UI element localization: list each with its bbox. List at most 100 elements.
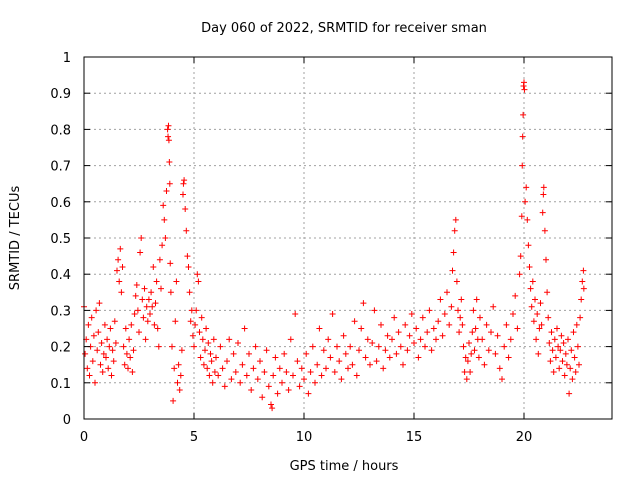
data-point [349, 361, 356, 368]
data-point [259, 394, 266, 401]
data-point [329, 311, 336, 318]
data-point [224, 358, 230, 365]
data-point [561, 372, 568, 379]
data-point [125, 365, 131, 372]
data-point [415, 354, 422, 361]
data-point [161, 216, 168, 223]
data-point [207, 350, 214, 357]
data-point [428, 347, 435, 354]
data-point [184, 253, 191, 260]
data-point [510, 311, 516, 318]
data-point [444, 289, 450, 296]
data-point [473, 296, 480, 303]
data-point [528, 303, 535, 310]
data-point [181, 177, 188, 184]
data-point [327, 354, 334, 361]
data-point [338, 376, 345, 383]
data-point [141, 285, 148, 292]
data-point [121, 361, 128, 368]
data-point [323, 365, 329, 372]
data-point [437, 296, 444, 303]
data-point [560, 339, 567, 346]
data-point [191, 343, 197, 350]
data-point [111, 318, 118, 325]
data-point [86, 372, 93, 379]
data-point [373, 358, 380, 365]
data-point [106, 343, 113, 350]
data-point [132, 292, 139, 299]
data-point [488, 329, 494, 336]
data-point [375, 343, 382, 350]
data-point [386, 354, 393, 361]
data-point [301, 376, 307, 383]
data-point [389, 336, 395, 343]
data-point [312, 379, 318, 386]
data-point [424, 329, 431, 336]
y-tick-label: 0.7 [50, 160, 71, 175]
y-tick-label: 1 [63, 51, 71, 66]
data-point [535, 350, 542, 357]
data-point [237, 379, 244, 386]
data-point [120, 343, 127, 350]
data-point [541, 227, 548, 234]
data-point [265, 383, 272, 390]
data-point [211, 368, 218, 375]
data-point [536, 325, 543, 332]
data-point [137, 249, 144, 256]
data-point [578, 296, 585, 303]
data-point [483, 321, 490, 328]
data-point [367, 361, 373, 368]
data-point [494, 332, 501, 339]
data-point [499, 376, 505, 383]
data-point [250, 365, 257, 372]
data-point [99, 368, 106, 375]
x-tick-label: 5 [190, 430, 198, 445]
data-point [466, 339, 472, 346]
data-point [558, 332, 565, 339]
data-point [492, 350, 499, 357]
data-point [296, 383, 303, 390]
data-point [435, 318, 442, 325]
data-point [180, 180, 187, 187]
data-point [548, 329, 555, 336]
data-point [219, 365, 226, 372]
data-point [580, 267, 587, 274]
data-point [294, 358, 301, 365]
data-point [174, 379, 181, 386]
data-point [325, 336, 332, 343]
data-point [518, 213, 525, 220]
data-point [90, 332, 97, 339]
data-point [320, 347, 327, 354]
data-point [182, 206, 189, 213]
data-point [467, 368, 474, 375]
data-point [395, 329, 402, 336]
data-point [331, 368, 338, 375]
data-point [126, 336, 133, 343]
data-point [577, 314, 584, 321]
data-point [519, 133, 526, 140]
data-point [576, 361, 582, 368]
data-point [475, 354, 482, 361]
data-point [149, 303, 156, 310]
data-point [351, 318, 358, 325]
data-point [93, 307, 100, 314]
data-point [356, 347, 362, 354]
data-point [517, 253, 524, 260]
data-point [316, 325, 323, 332]
data-point [119, 263, 126, 270]
data-point [136, 329, 142, 336]
data-point [565, 336, 571, 343]
data-point [165, 122, 172, 129]
data-point [402, 321, 409, 328]
data-point [208, 358, 215, 365]
data-point [138, 235, 145, 241]
data-point [529, 278, 536, 285]
data-point [485, 347, 492, 354]
data-point [199, 336, 206, 343]
data-point [166, 180, 173, 187]
data-point [180, 191, 186, 198]
data-point [527, 285, 534, 292]
data-point [292, 311, 299, 318]
data-point [287, 336, 294, 343]
data-point [209, 379, 216, 386]
